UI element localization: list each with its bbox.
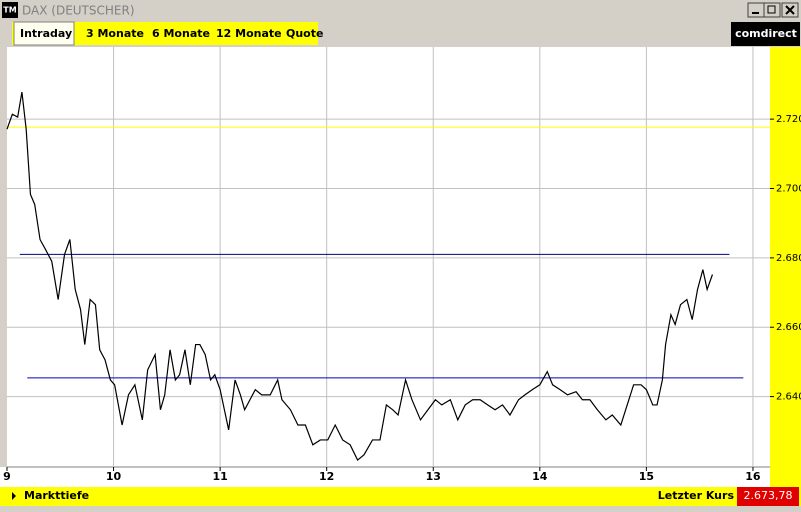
restore-button[interactable] [763,2,781,18]
logo-box [731,22,800,46]
x-tick-label: 13 [426,470,441,483]
y-tick-label: 2.640 [776,392,801,403]
tab-strip [12,22,318,45]
x-tick-label: 12 [319,470,334,483]
tab[interactable]: 12 Monate [216,27,282,40]
y-tick-label: 2.660 [776,322,801,333]
last-price-box [737,487,799,506]
window-buttons [747,2,799,18]
x-tick-label: 14 [532,470,548,483]
x-tick-label: 11 [212,470,227,483]
y-tick-label: 2.700 [776,184,801,195]
y-axis-band [770,47,801,487]
last-price: 2.673,78 [744,489,793,502]
x-tick-label: 16 [745,470,761,483]
plot-panel [0,47,770,487]
chart: 9 10 11 12 13 14 15 16 2.640 2.660 2.680 2.700 2.720 [3,47,801,483]
left-border [0,47,7,467]
tab[interactable]: 3 Monate [86,27,144,40]
tabs: Intraday 3 Monate 6 Monate 12 Monate Quote [13,21,323,46]
x-tick-label: 9 [3,470,11,483]
footer-arrow [12,492,16,500]
y-tick-label: 2.680 [776,253,801,264]
logo: comdirect [735,27,797,40]
tab[interactable]: 6 Monate [152,27,210,40]
y-tick-label: 2.720 [776,114,801,125]
window-title: DAX (DEUTSCHER) [22,4,135,18]
restore-icon [767,5,776,14]
footer-bar [0,487,801,506]
last-price-label: Letzter Kurs [658,489,735,502]
app-icon [2,2,18,18]
minimize-button[interactable] [747,2,765,18]
x-tick-label: 10 [106,470,122,483]
tab[interactable]: Quote [286,27,323,40]
x-tick-label: 15 [639,470,654,483]
price-line [6,91,714,462]
tab[interactable]: Intraday [20,27,72,40]
tab-selected[interactable] [13,21,75,46]
app-icon-text: TM [3,6,16,15]
title-bar [0,0,801,21]
footer-link[interactable]: Markttiefe [24,489,89,502]
close-icon [785,5,795,15]
